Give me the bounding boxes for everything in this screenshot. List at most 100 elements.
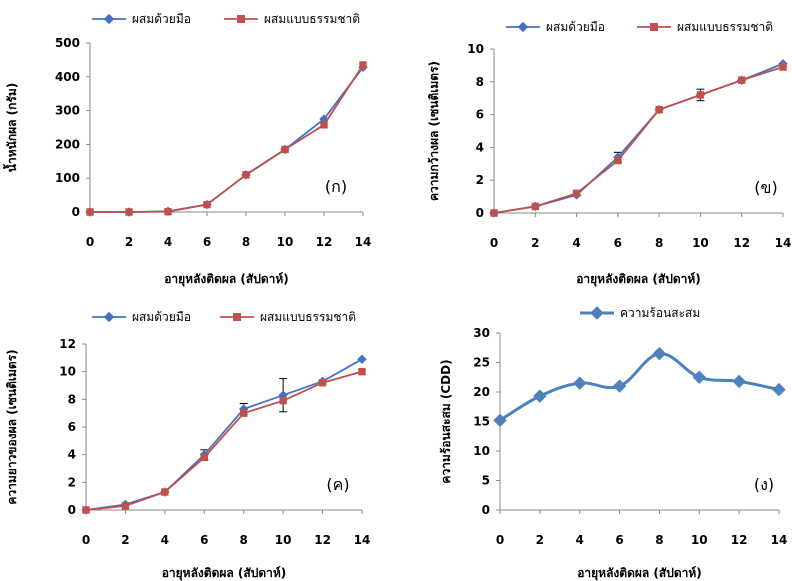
panel-label: (ก) <box>325 177 347 196</box>
legend-marker <box>650 23 658 31</box>
x-tick-label: 8 <box>655 236 663 250</box>
data-point <box>161 488 169 496</box>
series-line <box>493 62 784 214</box>
legend-label: ความร้อนสะสม <box>620 306 700 320</box>
y-tick-label: 8 <box>68 392 76 406</box>
x-tick-label: 14 <box>771 533 788 547</box>
y-tick-label: 15 <box>473 415 490 429</box>
legend-label: ผสมแบบธรรมชาติ <box>264 12 360 26</box>
panel-label: (ค) <box>326 475 349 494</box>
data-point <box>573 376 587 390</box>
series-2 <box>86 61 367 216</box>
x-axis-label: อายุหลังติดผล (สัปดาห์) <box>577 566 702 581</box>
x-tick-label: 10 <box>691 533 708 547</box>
y-tick-label: 6 <box>476 108 484 122</box>
y-tick-label: 0 <box>482 503 490 517</box>
x-tick-label: 10 <box>275 533 292 547</box>
y-tick-label: 0 <box>72 205 80 219</box>
data-point <box>318 379 327 387</box>
data-point <box>82 506 90 514</box>
chart-panel-1: 0 100 200 300 400 500 0 2 4 6 8 10 12 14 อายุหลังติดผล… <box>2 12 371 287</box>
series-1 <box>493 346 786 428</box>
data-point <box>732 374 746 389</box>
series-2 <box>82 367 366 514</box>
data-point <box>279 397 287 405</box>
y-tick-label: 25 <box>473 356 490 370</box>
x-tick-label: 4 <box>572 236 580 250</box>
data-point <box>86 208 94 216</box>
data-point <box>692 370 706 384</box>
data-point <box>121 502 130 510</box>
legend-label: ผสมด้วยมือ <box>132 310 191 324</box>
y-tick-label: 4 <box>476 140 484 154</box>
x-tick-label: 2 <box>125 235 133 249</box>
x-axis-label: อายุหลังติดผล (สัปดาห์) <box>576 272 701 287</box>
y-tick-label: 0 <box>68 503 76 517</box>
legend-marker <box>103 13 115 25</box>
y-axis-label: ความร้อนสะสม (CDD) <box>439 359 453 483</box>
x-tick-label: 8 <box>655 533 663 547</box>
data-point <box>242 171 250 179</box>
y-axis-label: ความกว้างผล (เซนติเมตร) <box>427 61 441 201</box>
legend-marker <box>517 21 529 33</box>
x-tick-label: 12 <box>733 236 750 250</box>
y-tick-label: 4 <box>68 448 76 462</box>
x-tick-label: 0 <box>82 533 90 547</box>
y-tick-label: 400 <box>55 70 80 84</box>
x-tick-label: 2 <box>536 533 544 547</box>
data-point <box>531 202 539 211</box>
x-tick-label: 6 <box>614 236 622 250</box>
y-tick-label: 10 <box>473 444 490 458</box>
data-point <box>125 208 133 216</box>
x-tick-label: 0 <box>86 235 94 249</box>
x-tick-label: 4 <box>164 235 172 249</box>
data-point <box>612 379 627 393</box>
x-tick-label: 14 <box>775 236 792 250</box>
x-tick-label: 8 <box>242 235 250 249</box>
legend-marker <box>103 311 115 323</box>
legend-entry: ผสมด้วยมือ <box>92 310 191 324</box>
y-tick-label: 300 <box>55 104 80 118</box>
data-point <box>357 354 367 364</box>
data-point <box>203 200 211 209</box>
data-point <box>655 105 663 114</box>
data-point <box>320 121 328 129</box>
y-tick-label: 6 <box>68 420 76 434</box>
data-point <box>200 453 208 462</box>
x-tick-label: 0 <box>496 533 504 547</box>
x-tick-label: 8 <box>240 533 248 547</box>
y-tick-label: 100 <box>55 171 80 185</box>
y-tick-label: 500 <box>55 36 80 50</box>
legend-entry: ความร้อนสะสม <box>580 306 700 320</box>
x-tick-label: 6 <box>615 533 623 547</box>
data-point <box>772 382 786 397</box>
x-tick-label: 2 <box>531 236 539 250</box>
x-axis-label: อายุหลังติดผล (สัปดาห์) <box>164 272 289 287</box>
x-tick-label: 14 <box>354 533 371 547</box>
data-point <box>738 76 746 84</box>
legend-entry: ผสมแบบธรรมชาติ <box>224 12 360 26</box>
chart-panel-4: 0 5 10 15 20 25 30 0 2 4 6 8 10 12 14 อายุหลังติดผล (สั… <box>439 306 787 581</box>
y-axis-label: น้ำหนักผล (กรัม) <box>2 83 19 172</box>
chart-panel-2: 0 2 4 6 8 10 0 2 4 6 8 10 12 14 อายุหลังติดผล (สัปดาห์… <box>427 20 791 287</box>
x-tick-label: 12 <box>731 533 748 547</box>
legend-marker <box>590 306 604 320</box>
data-point <box>240 409 248 417</box>
y-tick-label: 10 <box>467 42 484 56</box>
x-axis-label: อายุหลังติดผล (สัปดาห์) <box>162 566 287 581</box>
data-point <box>533 389 547 403</box>
y-tick-label: 2 <box>476 173 484 187</box>
x-tick-label: 6 <box>200 533 208 547</box>
legend-marker <box>237 15 245 23</box>
x-tick-label: 4 <box>576 533 584 547</box>
y-tick-label: 10 <box>59 365 76 379</box>
y-tick-label: 12 <box>59 337 76 351</box>
x-tick-label: 10 <box>692 236 709 250</box>
x-tick-label: 10 <box>277 235 294 249</box>
x-tick-label: 12 <box>314 533 331 547</box>
legend-entry: ผสมแบบธรรมชาติ <box>637 20 773 34</box>
data-point <box>779 63 787 71</box>
legend-entry: ผสมด้วยมือ <box>92 12 191 26</box>
y-tick-label: 20 <box>473 385 490 399</box>
